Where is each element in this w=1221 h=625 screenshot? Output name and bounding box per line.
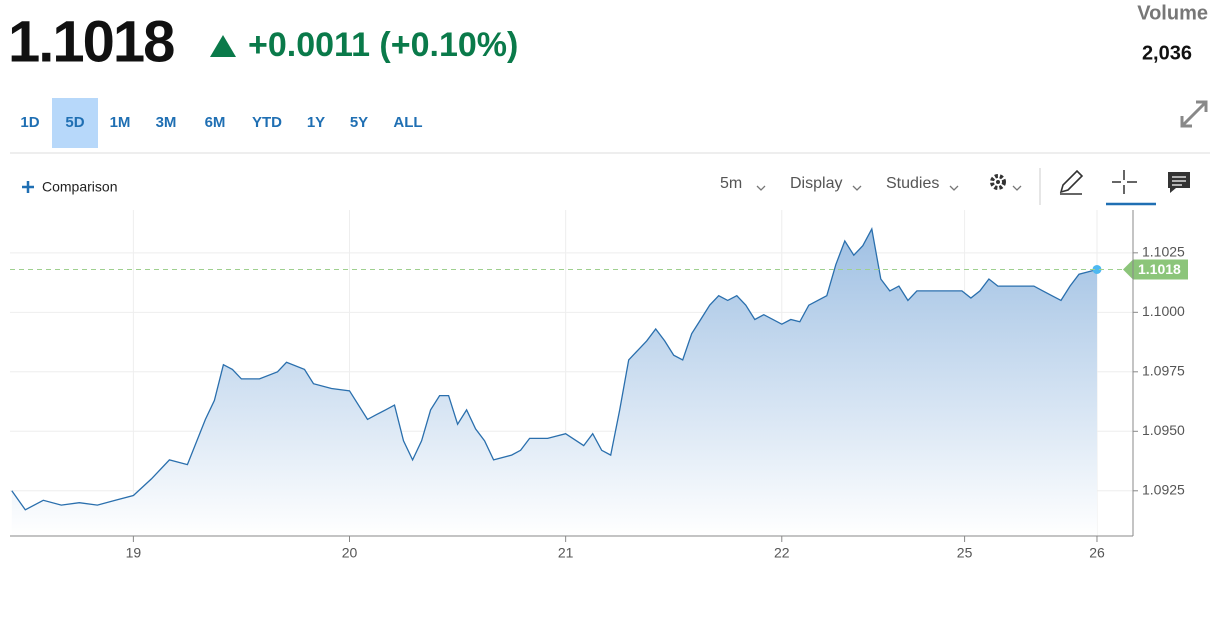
- last-point: [1092, 264, 1102, 274]
- y-tick-label: 1.1000: [1142, 303, 1185, 319]
- studies[interactable]: Studies: [886, 175, 939, 192]
- price: 1.1018: [8, 9, 174, 74]
- volume-label: Volume: [1137, 2, 1208, 24]
- chevrons: [756, 185, 1022, 191]
- crosshair-icon[interactable]: [1112, 170, 1137, 194]
- comment-icon[interactable]: [1168, 172, 1190, 193]
- range-tabs: 1D 5D 1M 3M 6M YTD 1Y 5Y ALL: [20, 98, 423, 148]
- draw-icon[interactable]: [1059, 169, 1084, 195]
- volume: 2,036: [1142, 42, 1192, 64]
- settings-icon[interactable]: [990, 174, 1006, 190]
- last-price-label: 1.1018: [1138, 261, 1181, 277]
- display[interactable]: Display: [790, 175, 842, 192]
- x-tick-label: 26: [1089, 545, 1105, 561]
- range-tab[interactable]: 1Y: [307, 114, 325, 131]
- up-arrow: [210, 35, 236, 57]
- y-tick-label: 1.0975: [1142, 363, 1185, 379]
- x-tick-label: 21: [558, 545, 574, 561]
- range-tab[interactable]: 3M: [156, 114, 177, 131]
- range-tab[interactable]: 6M: [205, 114, 226, 131]
- last-price-tag: [1123, 259, 1188, 280]
- range-tab[interactable]: 1M: [110, 114, 131, 131]
- range-tab[interactable]: 5D: [65, 114, 84, 131]
- comparison-label: Comparison: [42, 179, 117, 195]
- comparison-button[interactable]: Comparison: [22, 179, 117, 195]
- expand-icon[interactable]: [1180, 100, 1208, 128]
- x-tick-label: 20: [342, 545, 358, 561]
- range-tab[interactable]: 1D: [20, 114, 39, 131]
- range-tab[interactable]: 5Y: [350, 114, 368, 131]
- x-tick-label: 22: [774, 545, 790, 561]
- area: [11, 229, 1097, 536]
- y-tick-label: 1.0950: [1142, 422, 1185, 438]
- price-change: +0.0011 (+0.10%): [248, 26, 518, 64]
- range-tab[interactable]: YTD: [252, 114, 282, 131]
- y-tick-label: 1.1025: [1142, 244, 1185, 260]
- x-tick-label: 19: [126, 545, 142, 561]
- x-tick-label: 25: [957, 545, 973, 561]
- interval[interactable]: 5m: [720, 175, 742, 192]
- price-line: [11, 227, 1098, 511]
- range-tab[interactable]: ALL: [393, 114, 422, 131]
- range-selected: [52, 98, 98, 148]
- y-tick-label: 1.0925: [1142, 481, 1185, 497]
